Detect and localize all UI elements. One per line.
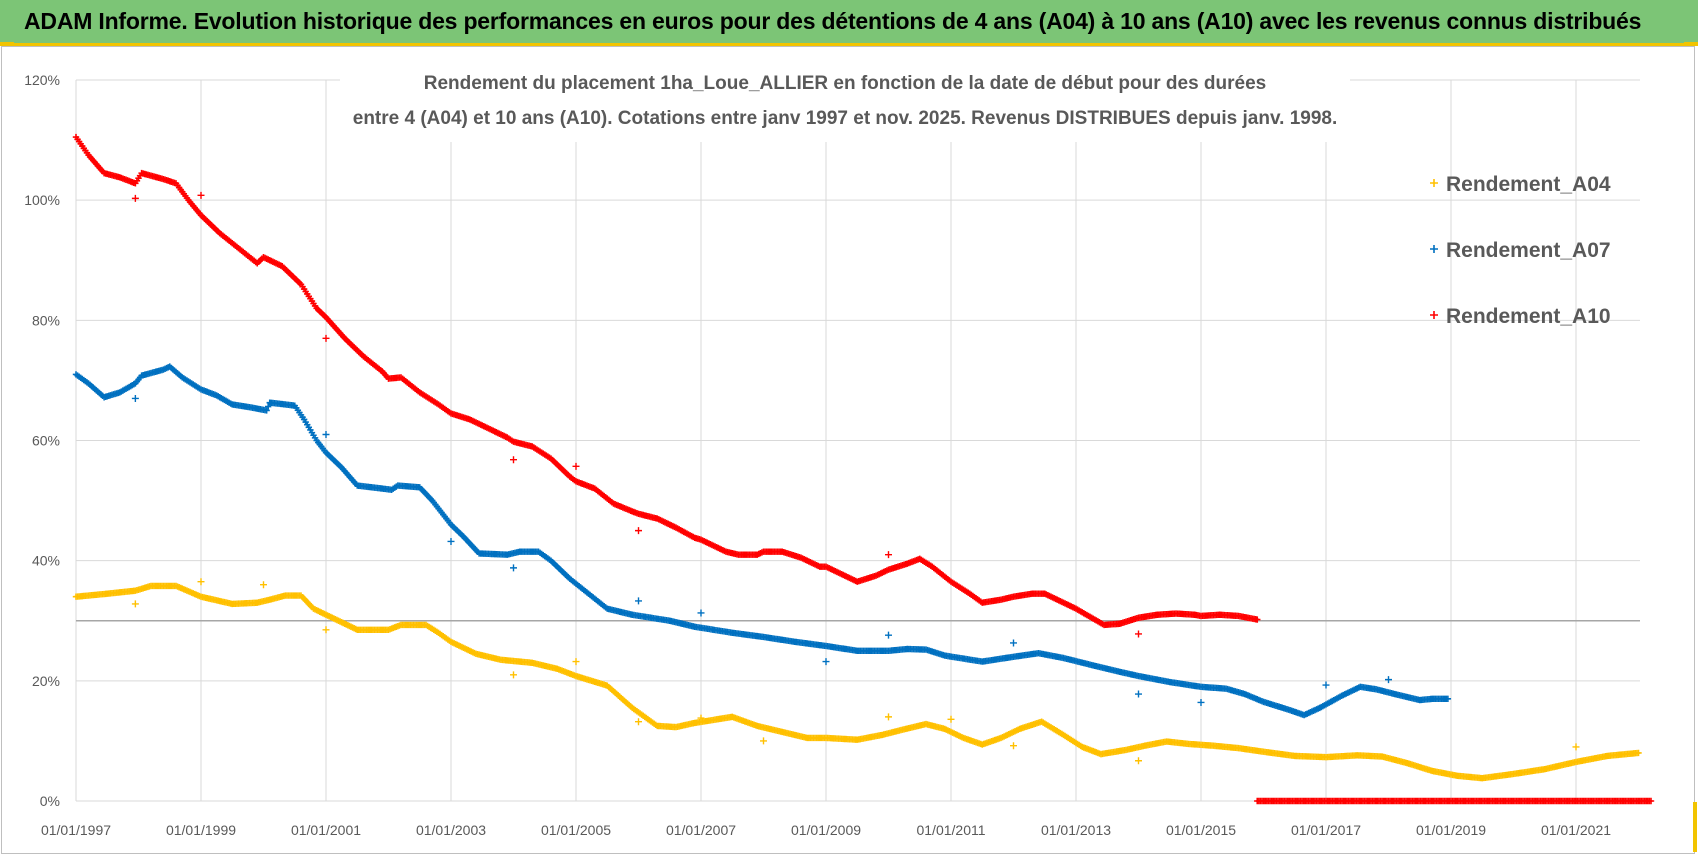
outlier-point — [322, 626, 330, 634]
x-tick-label: 01/01/2009 — [791, 822, 861, 838]
data-point — [1635, 749, 1642, 757]
outlier-point — [947, 715, 955, 723]
outlier-point — [131, 194, 139, 202]
chart-series — [72, 133, 1655, 805]
corner-mark-top-right — [1684, 42, 1698, 46]
data-point — [1444, 695, 1452, 703]
outlier-point — [635, 597, 642, 605]
outlier-point — [131, 394, 139, 402]
series-Rendement_A10 — [72, 133, 1655, 805]
legend-item-Rendement_A10: Rendement_A10 — [1430, 305, 1611, 328]
outlier-point — [510, 456, 517, 464]
outlier-point — [885, 551, 892, 559]
x-tick-label: 01/01/2011 — [916, 822, 985, 838]
chart-title-line-1: Rendement du placement 1ha_Loue_ALLIER e… — [424, 73, 1266, 94]
outlier-point — [1135, 757, 1142, 765]
outlier-point — [885, 713, 892, 721]
outlier-point — [1322, 681, 1330, 689]
x-tick-label: 01/01/2017 — [1291, 822, 1361, 838]
outlier-point — [635, 527, 642, 535]
outlier-point — [447, 537, 455, 545]
y-tick-label: 100% — [24, 192, 60, 208]
data-point — [1254, 616, 1261, 623]
legend-label: Rendement_A10 — [1446, 305, 1611, 328]
outlier-point — [572, 658, 580, 666]
legend-item-Rendement_A07: Rendement_A07 — [1430, 239, 1611, 262]
legend-item-Rendement_A04: Rendement_A04 — [1430, 173, 1611, 196]
outlier-point — [260, 581, 267, 589]
outlier-point — [635, 718, 642, 726]
chart-title-line-2: entre 4 (A04) et 10 ans (A10). Cotations… — [353, 108, 1337, 129]
outlier-point — [1385, 676, 1392, 684]
x-tick-label: 01/01/2007 — [666, 822, 736, 838]
y-tick-label: 0% — [40, 793, 60, 809]
x-tick-label: 01/01/1997 — [41, 822, 111, 838]
outlier-point — [760, 737, 767, 745]
legend-marker — [1430, 179, 1438, 187]
corner-mark-top-left — [0, 42, 14, 46]
y-axis-ticks: 0% 20% 40% 60% 80% 100% 120% — [24, 72, 60, 809]
x-tick-label: 01/01/2019 — [1416, 822, 1486, 838]
x-tick-label: 01/01/2021 — [1541, 822, 1611, 838]
x-tick-label: 01/01/1999 — [166, 822, 236, 838]
outlier-point — [572, 462, 580, 470]
outlier-point — [697, 714, 705, 722]
y-tick-label: 20% — [32, 673, 60, 689]
header-banner: ADAM Informe. Evolution historique des p… — [0, 0, 1698, 46]
data-point — [264, 403, 272, 410]
legend-label: Rendement_A04 — [1446, 173, 1611, 196]
y-tick-label: 40% — [32, 553, 60, 569]
x-tick-label: 01/01/2013 — [1041, 822, 1111, 838]
outlier-point — [822, 658, 830, 666]
y-tick-label: 80% — [32, 312, 60, 328]
outlier-point — [885, 631, 892, 639]
y-tick-label: 60% — [32, 433, 60, 449]
outlier-point — [1010, 639, 1017, 647]
outlier-point — [510, 671, 517, 679]
x-axis-ticks: 01/01/1997 01/01/1999 01/01/2001 01/01/2003… — [41, 822, 1611, 838]
outlier-point — [1010, 742, 1017, 750]
outlier-point — [322, 334, 330, 342]
x-tick-label: 01/01/2015 — [1166, 822, 1236, 838]
legend-label: Rendement_A07 — [1446, 239, 1611, 262]
outlier-point — [197, 191, 205, 199]
header-title: ADAM Informe. Evolution historique des p… — [24, 8, 1642, 34]
outlier-point — [510, 564, 517, 572]
corner-mark-right — [1693, 802, 1697, 852]
x-tick-label: 01/01/2003 — [416, 822, 486, 838]
chart-frame — [1, 46, 1695, 854]
data-point — [263, 407, 270, 414]
outlier-point — [1197, 698, 1205, 706]
x-tick-label: 01/01/2001 — [291, 822, 361, 838]
data-point — [1647, 797, 1655, 805]
chart-grid — [75, 79, 1640, 802]
chart-legend: Rendement_A04 Rendement_A07 Rendement_A10 — [1430, 173, 1611, 328]
series-Rendement_A04 — [72, 578, 1642, 782]
outlier-point — [322, 430, 330, 438]
outlier-point — [1135, 630, 1142, 638]
legend-marker — [1430, 245, 1438, 253]
outlier-point — [697, 609, 705, 617]
series-Rendement_A07 — [72, 363, 1452, 719]
outlier-point — [1572, 743, 1580, 751]
chart-title-background — [340, 64, 1350, 142]
x-tick-label: 01/01/2005 — [541, 822, 611, 838]
outlier-point — [1135, 690, 1142, 698]
legend-marker — [1430, 311, 1438, 319]
outlier-point — [197, 578, 205, 586]
outlier-point — [131, 600, 139, 608]
y-tick-label: 120% — [24, 72, 60, 88]
